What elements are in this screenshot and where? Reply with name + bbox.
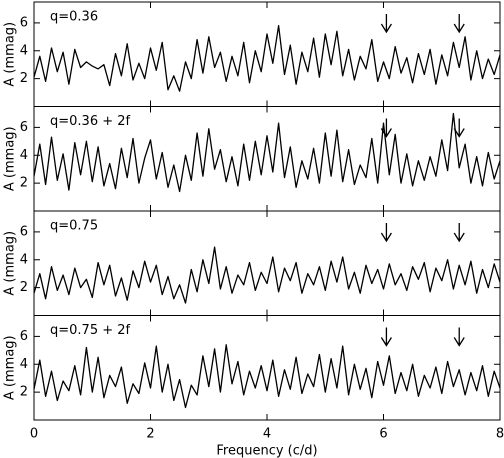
y-tick-label: 4 — [20, 43, 28, 58]
y-axis-label: A (mmag) — [3, 231, 18, 296]
panel-annotation: q=0.36 — [50, 10, 98, 25]
y-tick-label: 6 — [20, 329, 28, 344]
y-tick-label: 2 — [20, 176, 28, 191]
panel-annotation: q=0.36 + 2f — [50, 114, 131, 129]
y-axis-label: A (mmag) — [3, 335, 18, 400]
y-tick-label: 2 — [20, 385, 28, 400]
arrow — [380, 14, 392, 34]
arrow — [380, 327, 392, 347]
y-tick-label: 4 — [20, 357, 28, 372]
x-axis-label: Frequency (c/d) — [216, 444, 317, 458]
y-tick-label: 4 — [20, 148, 28, 163]
spectrum-line — [33, 25, 501, 92]
y-axis-label: A (mmag) — [3, 22, 18, 87]
spectrum-line — [33, 112, 501, 193]
x-tick-label: 2 — [146, 427, 154, 442]
panel-annotation: q=0.75 — [50, 219, 98, 234]
plot-frame — [33, 1, 501, 107]
plot-frame — [33, 210, 501, 316]
y-tick-label: 2 — [20, 280, 28, 295]
x-tick-label: 6 — [379, 427, 387, 442]
y-axis-label: A (mmag) — [3, 126, 18, 191]
spectrum-line — [33, 246, 501, 304]
panel-annotation: q=0.75 + 2f — [50, 323, 131, 338]
x-tick-label: 4 — [263, 427, 271, 442]
arrow — [453, 14, 465, 34]
x-tick-label: 8 — [496, 427, 504, 442]
y-tick-label: 4 — [20, 252, 28, 267]
spectrum-line — [33, 344, 501, 409]
y-tick-label: 6 — [20, 224, 28, 239]
arrow — [453, 223, 465, 243]
y-tick-label: 6 — [20, 120, 28, 135]
y-tick-label: 2 — [20, 71, 28, 86]
arrow — [453, 327, 465, 347]
y-tick-label: 6 — [20, 15, 28, 30]
arrow — [380, 223, 392, 243]
x-tick-label: 0 — [30, 427, 38, 442]
